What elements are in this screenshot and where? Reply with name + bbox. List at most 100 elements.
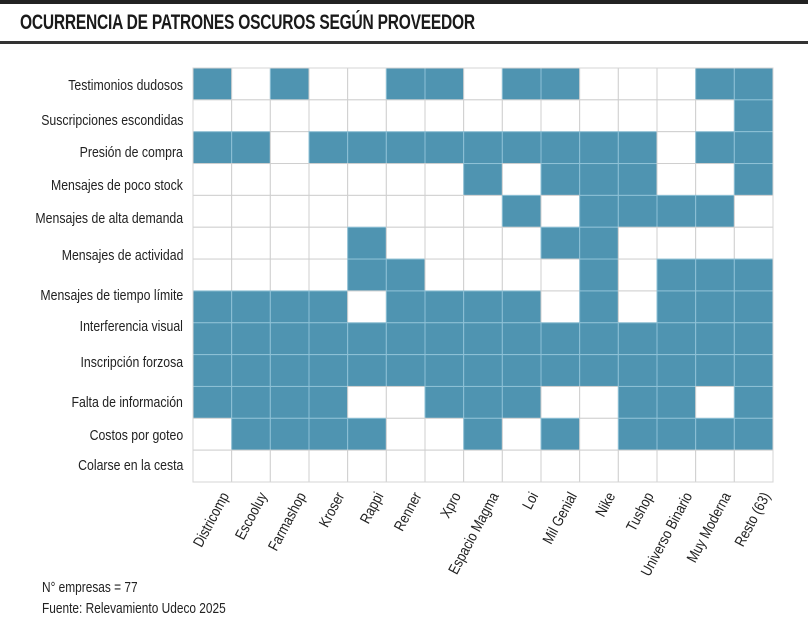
cell-present [695,354,735,387]
cell-present [269,322,310,356]
cell-absent [424,194,465,228]
cell-present [733,258,774,292]
cell-present [579,354,619,387]
cell-present [656,417,697,451]
cell-present [579,194,619,228]
chart-title: OCURRENCIA DE PATRONES OSCUROS SEGÚN PRO… [20,11,475,34]
cell-absent [269,226,310,260]
cell-present [347,417,387,451]
cell-present [733,163,774,196]
row-label: Falta de información [71,394,183,411]
cell-absent [656,131,697,165]
row-label: Presión de compra [79,144,183,161]
cell-absent [424,417,465,451]
cell-present [501,131,542,165]
cell-absent [192,226,233,260]
cell-present [463,322,503,356]
cell-absent [308,258,349,292]
title-rule [0,41,808,44]
cell-present [308,131,349,165]
cell-absent [463,99,503,133]
cell-present [385,258,426,292]
cell-present [733,99,774,133]
cell-absent [269,99,310,133]
cell-present [385,322,426,356]
cell-present [656,354,697,387]
row-label: Inscripción forzosa [80,354,183,371]
cell-absent [385,194,426,228]
row-label: Costos por goteo [89,427,183,444]
cell-absent [501,163,542,196]
row-label: Mensajes de alta demanda [35,210,183,227]
cell-present [424,290,465,324]
cell-present [695,290,735,324]
cell-absent [347,385,387,419]
cell-absent [231,67,271,101]
cell-present [733,385,774,419]
cell-present [424,322,465,356]
cell-present [424,67,465,101]
cell-absent [617,258,658,292]
cell-present [540,354,581,387]
cell-present [231,354,271,387]
cell-absent [347,449,387,483]
cell-absent [192,449,233,483]
cell-absent [501,226,542,260]
cell-absent [695,449,735,483]
cell-absent [579,67,619,101]
row-label: Mensajes de poco stock [51,177,183,194]
cell-present [540,67,581,101]
cell-absent [733,226,774,260]
cell-present [579,290,619,324]
cell-present [540,131,581,165]
cell-absent [269,194,310,228]
cell-present [695,258,735,292]
cell-present [501,290,542,324]
cell-absent [656,226,697,260]
cell-absent [308,67,349,101]
cell-present [308,322,349,356]
cell-absent [192,194,233,228]
cell-absent [424,449,465,483]
cell-present [501,322,542,356]
cell-absent [269,449,310,483]
cell-absent [269,131,310,165]
cell-present [540,226,581,260]
cell-present [424,385,465,419]
cell-present [308,290,349,324]
cell-present [501,194,542,228]
row-label: Colarse en la cesta [77,457,183,474]
cell-present [463,354,503,387]
cell-present [385,290,426,324]
cell-absent [385,163,426,196]
cell-absent [385,417,426,451]
cell-absent [424,226,465,260]
cell-present [656,385,697,419]
cell-present [463,417,503,451]
cell-absent [231,449,271,483]
cell-present [501,354,542,387]
cell-absent [695,163,735,196]
cell-absent [617,449,658,483]
cell-absent [192,99,233,133]
cell-present [579,131,619,165]
cell-present [695,131,735,165]
cell-absent [424,258,465,292]
cell-present [385,131,426,165]
cell-present [463,385,503,419]
cell-present [695,67,735,101]
cell-absent [540,290,581,324]
cell-absent [540,194,581,228]
cell-absent [540,449,581,483]
cell-present [192,354,233,387]
cell-absent [540,385,581,419]
cell-present [733,417,774,451]
row-label: Interferencia visual [79,318,183,335]
cell-absent [656,99,697,133]
cell-present [192,290,233,324]
cell-present [347,131,387,165]
cell-absent [540,258,581,292]
cell-absent [656,163,697,196]
cell-present [579,322,619,356]
